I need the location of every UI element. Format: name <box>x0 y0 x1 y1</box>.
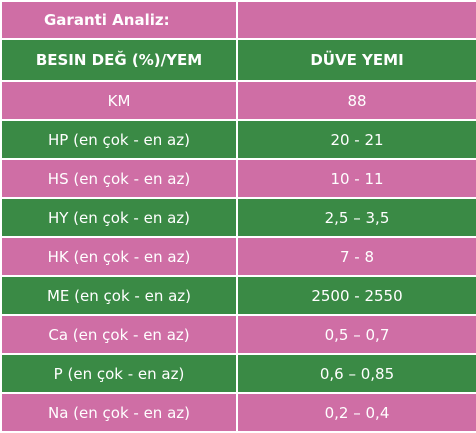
title-row: Garanti Analiz: <box>0 0 476 40</box>
row-value: 2500 - 2550 <box>236 275 476 316</box>
header-row: BESIN DEĞ (%)/YEM DÜVE YEMI <box>0 38 476 82</box>
table-row: Na (en çok - en az) 0,2 – 0,4 <box>0 392 476 433</box>
table-row: KM 88 <box>0 80 476 121</box>
table-row: P (en çok - en az) 0,6 – 0,85 <box>0 353 476 394</box>
title-row-empty-cell <box>236 0 476 40</box>
table-row: ME (en çok - en az) 2500 - 2550 <box>0 275 476 316</box>
table-row: HK (en çok - en az) 7 - 8 <box>0 236 476 277</box>
table-row: HY (en çok - en az) 2,5 – 3,5 <box>0 197 476 238</box>
row-value: 88 <box>236 80 476 121</box>
row-label: HS (en çok - en az) <box>0 158 238 199</box>
row-label: P (en çok - en az) <box>0 353 238 394</box>
header-feed: DÜVE YEMI <box>236 38 476 82</box>
row-label: HK (en çok - en az) <box>0 236 238 277</box>
row-value: 10 - 11 <box>236 158 476 199</box>
row-value: 20 - 21 <box>236 119 476 160</box>
row-value: 0,2 – 0,4 <box>236 392 476 433</box>
row-label: Na (en çok - en az) <box>0 392 238 433</box>
header-nutrient: BESIN DEĞ (%)/YEM <box>0 38 238 82</box>
row-value: 7 - 8 <box>236 236 476 277</box>
row-label: Ca (en çok - en az) <box>0 314 238 355</box>
row-label: HP (en çok - en az) <box>0 119 238 160</box>
row-label: HY (en çok - en az) <box>0 197 238 238</box>
table-row: Ca (en çok - en az) 0,5 – 0,7 <box>0 314 476 355</box>
row-label: KM <box>0 80 238 121</box>
table-row: HS (en çok - en az) 10 - 11 <box>0 158 476 199</box>
row-value: 2,5 – 3,5 <box>236 197 476 238</box>
table-title: Garanti Analiz: <box>0 0 238 40</box>
row-value: 0,5 – 0,7 <box>236 314 476 355</box>
row-value: 0,6 – 0,85 <box>236 353 476 394</box>
row-label: ME (en çok - en az) <box>0 275 238 316</box>
table-row: HP (en çok - en az) 20 - 21 <box>0 119 476 160</box>
